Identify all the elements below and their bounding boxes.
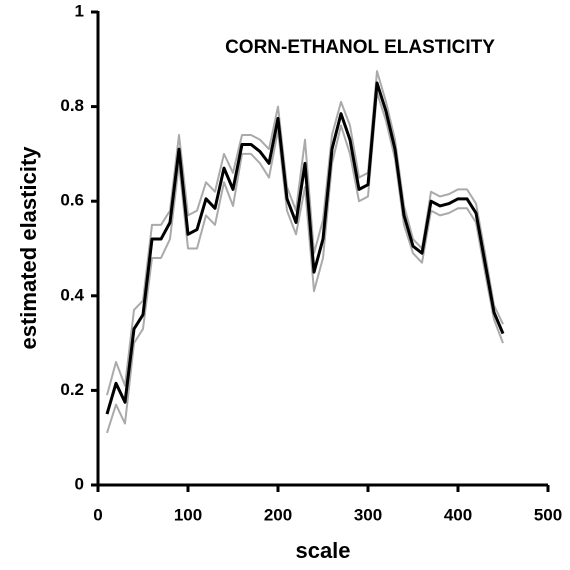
y-tick-label: 0.6 [60,191,84,210]
x-tick-label: 300 [354,505,382,524]
chart-title: CORN-ETHANOL ELASTICITY [225,37,495,58]
y-tick-label: 0.8 [60,96,84,115]
x-tick-label: 400 [444,505,472,524]
x-axis-title: scale [295,538,350,563]
x-tick-label: 200 [264,505,292,524]
y-tick-label: 0 [75,474,84,493]
x-tick-label: 0 [93,505,102,524]
y-tick-label: 0.4 [60,285,84,304]
series-line [106,70,504,396]
series-line [105,81,505,415]
y-tick-label: 0.2 [60,380,84,399]
x-tick-label: 500 [534,505,562,524]
series-line [106,91,504,434]
x-tick-label: 100 [174,505,202,524]
y-axis-title: estimated elasticity [16,146,41,350]
y-tick-label: 1 [75,1,84,20]
